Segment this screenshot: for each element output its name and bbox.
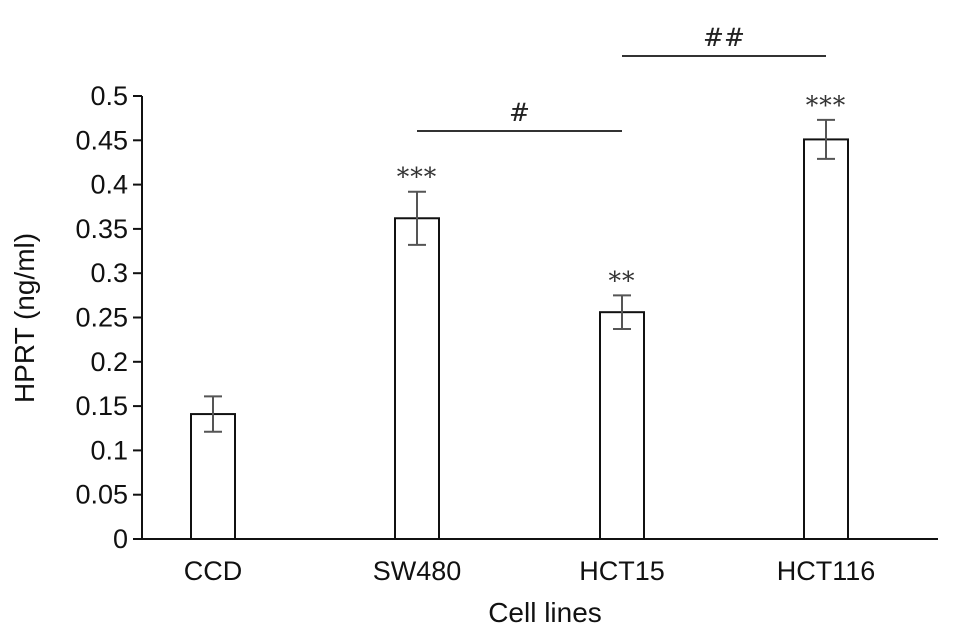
bar-hct15 — [599, 311, 645, 540]
y-axis-label: HPRT (ng/ml) — [9, 233, 40, 403]
significance-stars-hct15: ** — [609, 266, 636, 295]
x-axis-ticks: CCD SW480 HCT15 HCT116 — [184, 556, 876, 586]
y-tick-label: 0.05 — [75, 480, 128, 510]
comparison-brackets: ### — [417, 23, 826, 132]
y-tick-label: 0 — [113, 524, 128, 554]
significance-stars-sw480: *** — [397, 163, 438, 192]
x-tick-label: CCD — [184, 556, 243, 586]
significance-markers: ******** — [397, 91, 847, 295]
bar-ccd — [190, 413, 236, 541]
x-tick-label: HCT15 — [579, 556, 665, 586]
y-tick-label: 0.5 — [90, 81, 128, 111]
error-bars-group — [204, 118, 835, 433]
y-tick-label: 0.35 — [75, 214, 128, 244]
comparison-label: # — [509, 98, 530, 127]
comparison-label: ## — [703, 23, 745, 52]
y-tick-label: 0.2 — [90, 347, 128, 377]
y-axis-ticks: 0 0.05 0.1 0.15 0.2 0.25 0.3 0.35 0.4 0.45 0.5 — [75, 81, 142, 554]
significance-stars-hct116: *** — [806, 91, 847, 120]
x-axis-label: Cell lines — [488, 597, 602, 628]
bar-sw480 — [394, 217, 440, 540]
bar-hct116 — [803, 138, 849, 540]
y-tick-label: 0.25 — [75, 303, 128, 333]
y-tick-label: 0.45 — [75, 125, 128, 155]
x-tick-label: SW480 — [373, 556, 462, 586]
y-tick-label: 0.4 — [90, 170, 128, 200]
bars-group — [190, 138, 849, 541]
y-tick-label: 0.3 — [90, 258, 128, 288]
y-tick-label: 0.1 — [90, 435, 128, 465]
x-tick-label: HCT116 — [777, 556, 876, 586]
y-tick-label: 0.15 — [75, 391, 128, 421]
